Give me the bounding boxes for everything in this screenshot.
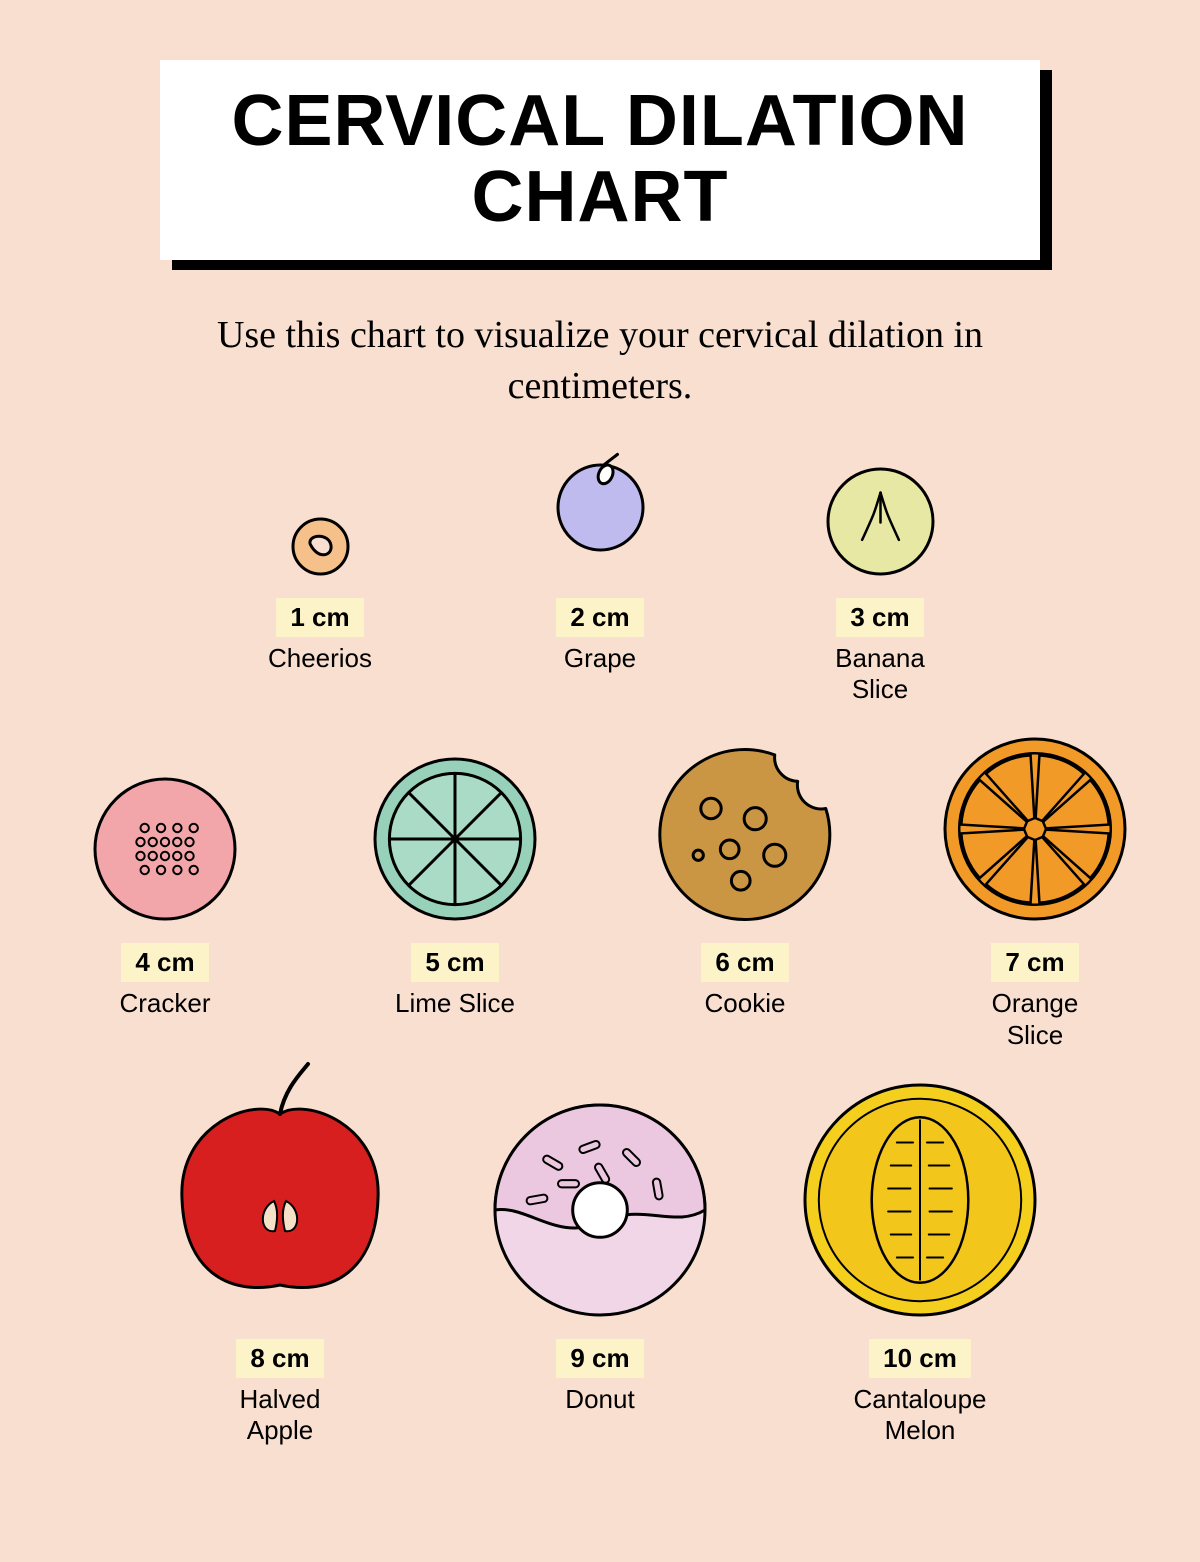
item-label: Banana Slice	[835, 643, 925, 705]
measurement-badge: 3 cm	[836, 598, 923, 637]
cookie-icon	[654, 735, 836, 925]
row-2: 4 cm Cracker 5 cm Lime Slice 6 cm Cookie…	[0, 735, 1200, 1050]
chart-item-cracker: 4 cm Cracker	[20, 735, 310, 1019]
cheerio-icon	[287, 450, 354, 580]
measurement-badge: 8 cm	[236, 1339, 323, 1378]
subtitle: Use this chart to visualize your cervica…	[160, 310, 1040, 413]
chart-grid: 1 cm Cheerios 2 cm Grape 3 cm Banana Sli…	[0, 450, 1200, 1476]
title-box: CERVICAL DILATION CHART	[160, 60, 1040, 260]
chart-item-lime: 5 cm Lime Slice	[310, 735, 600, 1019]
donut-icon	[489, 1081, 711, 1321]
cracker-icon	[89, 735, 241, 925]
item-label: Grape	[564, 643, 636, 674]
orange-icon	[939, 735, 1131, 925]
measurement-badge: 5 cm	[411, 943, 498, 982]
measurement-badge: 7 cm	[991, 943, 1078, 982]
lime-icon	[369, 735, 541, 925]
title-container: CERVICAL DILATION CHART	[160, 60, 1040, 260]
banana-icon	[822, 450, 939, 580]
row-3: 8 cm Halved Apple 9 cm Donut 10 cm Canta…	[0, 1081, 1200, 1446]
chart-item-cheerio: 1 cm Cheerios	[180, 450, 460, 674]
chart-item-orange: 7 cm Orange Slice	[890, 735, 1180, 1050]
measurement-badge: 1 cm	[276, 598, 363, 637]
chart-item-apple: 8 cm Halved Apple	[120, 1081, 440, 1446]
melon-icon	[799, 1081, 1041, 1321]
measurement-badge: 4 cm	[121, 943, 208, 982]
apple-icon	[150, 1081, 410, 1321]
chart-item-cookie: 6 cm Cookie	[600, 735, 890, 1019]
row-1: 1 cm Cheerios 2 cm Grape 3 cm Banana Sli…	[0, 450, 1200, 705]
item-label: Donut	[565, 1384, 634, 1415]
measurement-badge: 6 cm	[701, 943, 788, 982]
item-label: Cookie	[705, 988, 786, 1019]
item-label: Cracker	[119, 988, 210, 1019]
page-title: CERVICAL DILATION CHART	[160, 84, 1040, 235]
measurement-badge: 2 cm	[556, 598, 643, 637]
measurement-badge: 9 cm	[556, 1339, 643, 1378]
chart-item-melon: 10 cm Cantaloupe Melon	[760, 1081, 1080, 1446]
chart-item-donut: 9 cm Donut	[440, 1081, 760, 1415]
item-label: Cheerios	[268, 643, 372, 674]
chart-item-banana: 3 cm Banana Slice	[740, 450, 1020, 705]
item-label: Orange Slice	[992, 988, 1079, 1050]
measurement-badge: 10 cm	[869, 1339, 971, 1378]
item-label: Lime Slice	[395, 988, 515, 1019]
item-label: Cantaloupe Melon	[854, 1384, 987, 1446]
item-label: Halved Apple	[240, 1384, 321, 1446]
grape-icon	[528, 450, 673, 580]
chart-item-grape: 2 cm Grape	[460, 450, 740, 674]
